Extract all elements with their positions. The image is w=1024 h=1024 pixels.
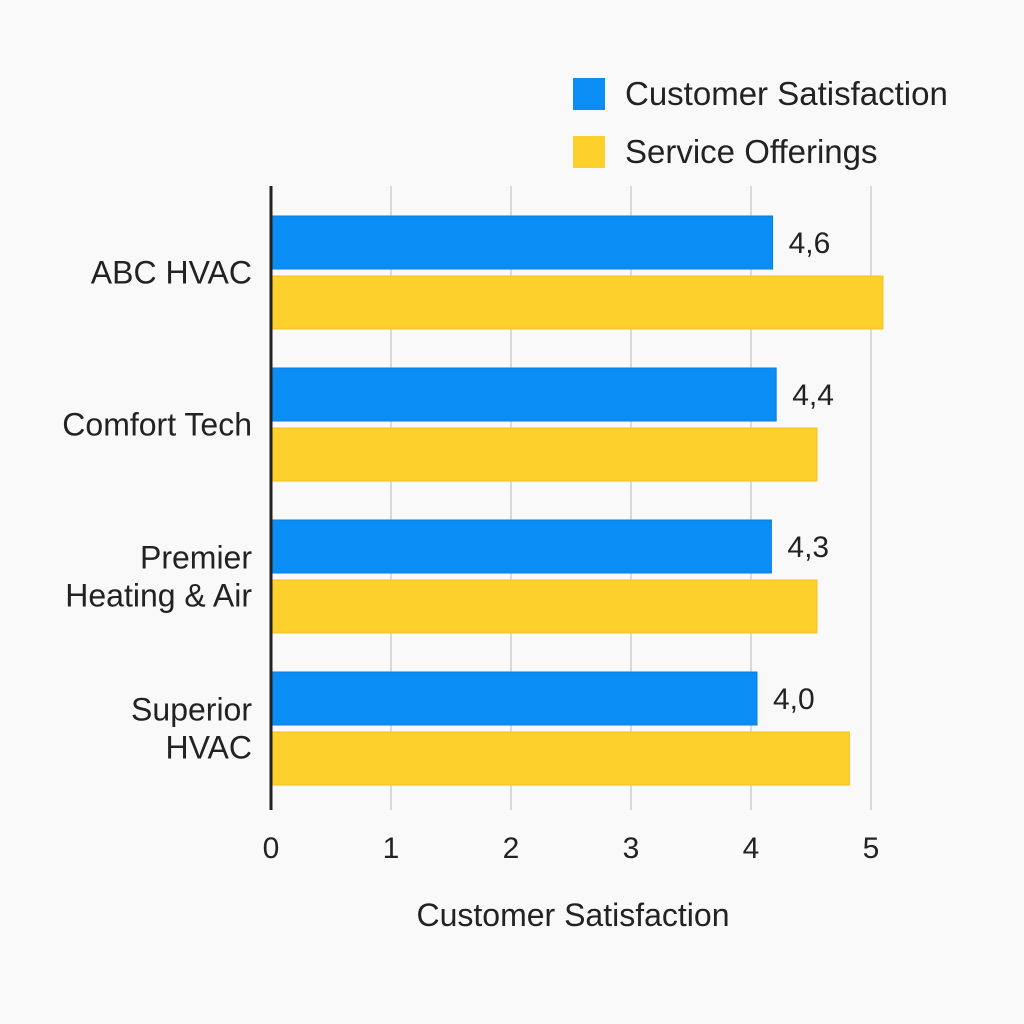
category-label-3-0: Superior [131, 692, 252, 728]
legend-swatch-0 [573, 78, 605, 110]
service-bar-2 [271, 579, 818, 634]
satisfaction-bar-2 [271, 519, 772, 574]
x-tick-label-3: 3 [623, 832, 640, 865]
category-label-2-0: Premier [140, 540, 252, 576]
category-label-3-1: HVAC [165, 730, 252, 766]
legend-label-0: Customer Satisfaction [625, 75, 948, 112]
service-bar-1 [271, 427, 818, 482]
satisfaction-bar-0 [271, 215, 774, 270]
x-tick-label-1: 1 [383, 832, 400, 865]
category-label-1-0: Comfort Tech [62, 407, 252, 443]
legend-label-1: Service Offerings [625, 133, 878, 170]
x-tick-label-5: 5 [863, 832, 880, 865]
value-label-0: 4,6 [789, 227, 831, 260]
satisfaction-bar-1 [271, 367, 777, 422]
category-label-0-0: ABC HVAC [91, 255, 252, 291]
x-axis-title: Customer Satisfaction [416, 897, 729, 933]
legend: Customer Satisfaction Service Offerings [573, 75, 948, 170]
satisfaction-bar-3 [271, 671, 758, 726]
x-tick-labels: 0 1 2 3 4 5 [263, 832, 880, 865]
x-tick-label-4: 4 [743, 832, 760, 865]
category-label-2-1: Heating & Air [65, 578, 252, 614]
x-tick-label-0: 0 [263, 832, 280, 865]
x-tick-label-2: 2 [503, 832, 520, 865]
value-label-2: 4,3 [787, 531, 829, 564]
value-label-1: 4,4 [792, 379, 834, 412]
value-labels: 4,6 4,4 4,3 4,0 [773, 227, 834, 716]
legend-swatch-1 [573, 136, 605, 168]
value-label-3: 4,0 [773, 683, 815, 716]
service-bar-0 [271, 275, 884, 330]
service-bar-3 [271, 731, 850, 786]
